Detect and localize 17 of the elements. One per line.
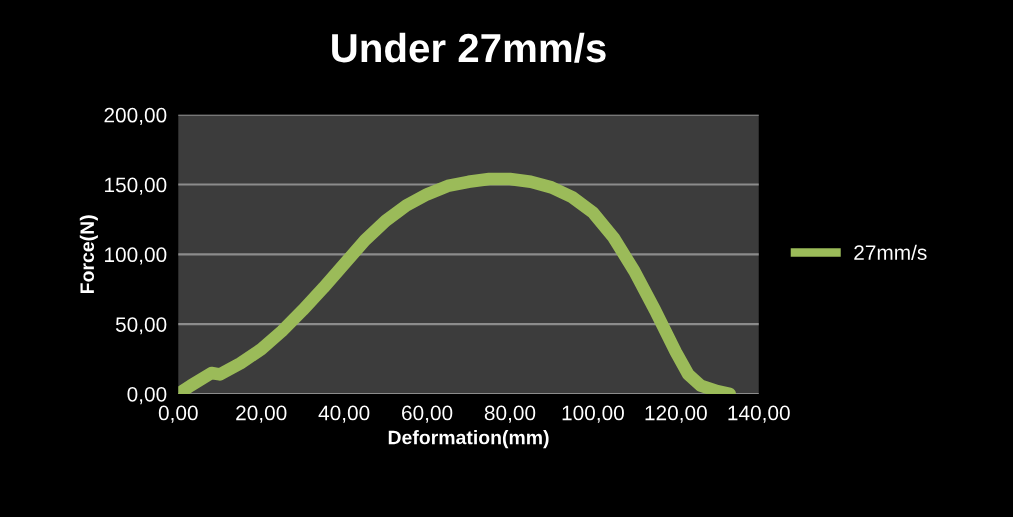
x-tick-label: 60,00 (402, 405, 453, 423)
y-tick-label: 0,00 (127, 386, 167, 405)
y-tick-label: 100,00 (105, 247, 167, 265)
chart-title: Under 27mm/s (332, 32, 606, 63)
y-tick-label: 50,00 (115, 317, 167, 335)
x-tick-label: 20,00 (236, 405, 287, 423)
x-tick-label: 0,00 (158, 405, 198, 423)
y-tick-label: 200,00 (104, 107, 167, 125)
x-tick-label: 40,00 (318, 405, 370, 423)
x-tick-label: 120,00 (645, 405, 707, 423)
x-tick-label: 100,00 (562, 405, 624, 423)
x-tick-label: 80,00 (484, 405, 536, 423)
y-axis-title: Force(N) (79, 215, 98, 294)
legend-label: 27mm/s (854, 244, 927, 260)
x-tick-label: 140,00 (728, 405, 790, 423)
y-tick-label: 150,00 (105, 177, 167, 195)
x-axis-title: Deformation(mm) (388, 430, 549, 449)
